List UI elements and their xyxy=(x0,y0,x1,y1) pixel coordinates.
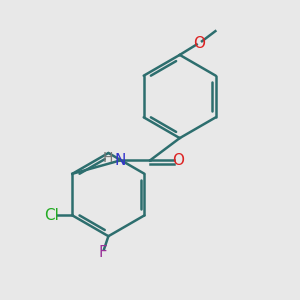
Text: O: O xyxy=(193,35,205,50)
Text: F: F xyxy=(98,245,107,260)
Text: Cl: Cl xyxy=(44,208,59,223)
Text: O: O xyxy=(172,153,184,168)
Text: H: H xyxy=(102,151,113,165)
Text: N: N xyxy=(115,153,126,168)
